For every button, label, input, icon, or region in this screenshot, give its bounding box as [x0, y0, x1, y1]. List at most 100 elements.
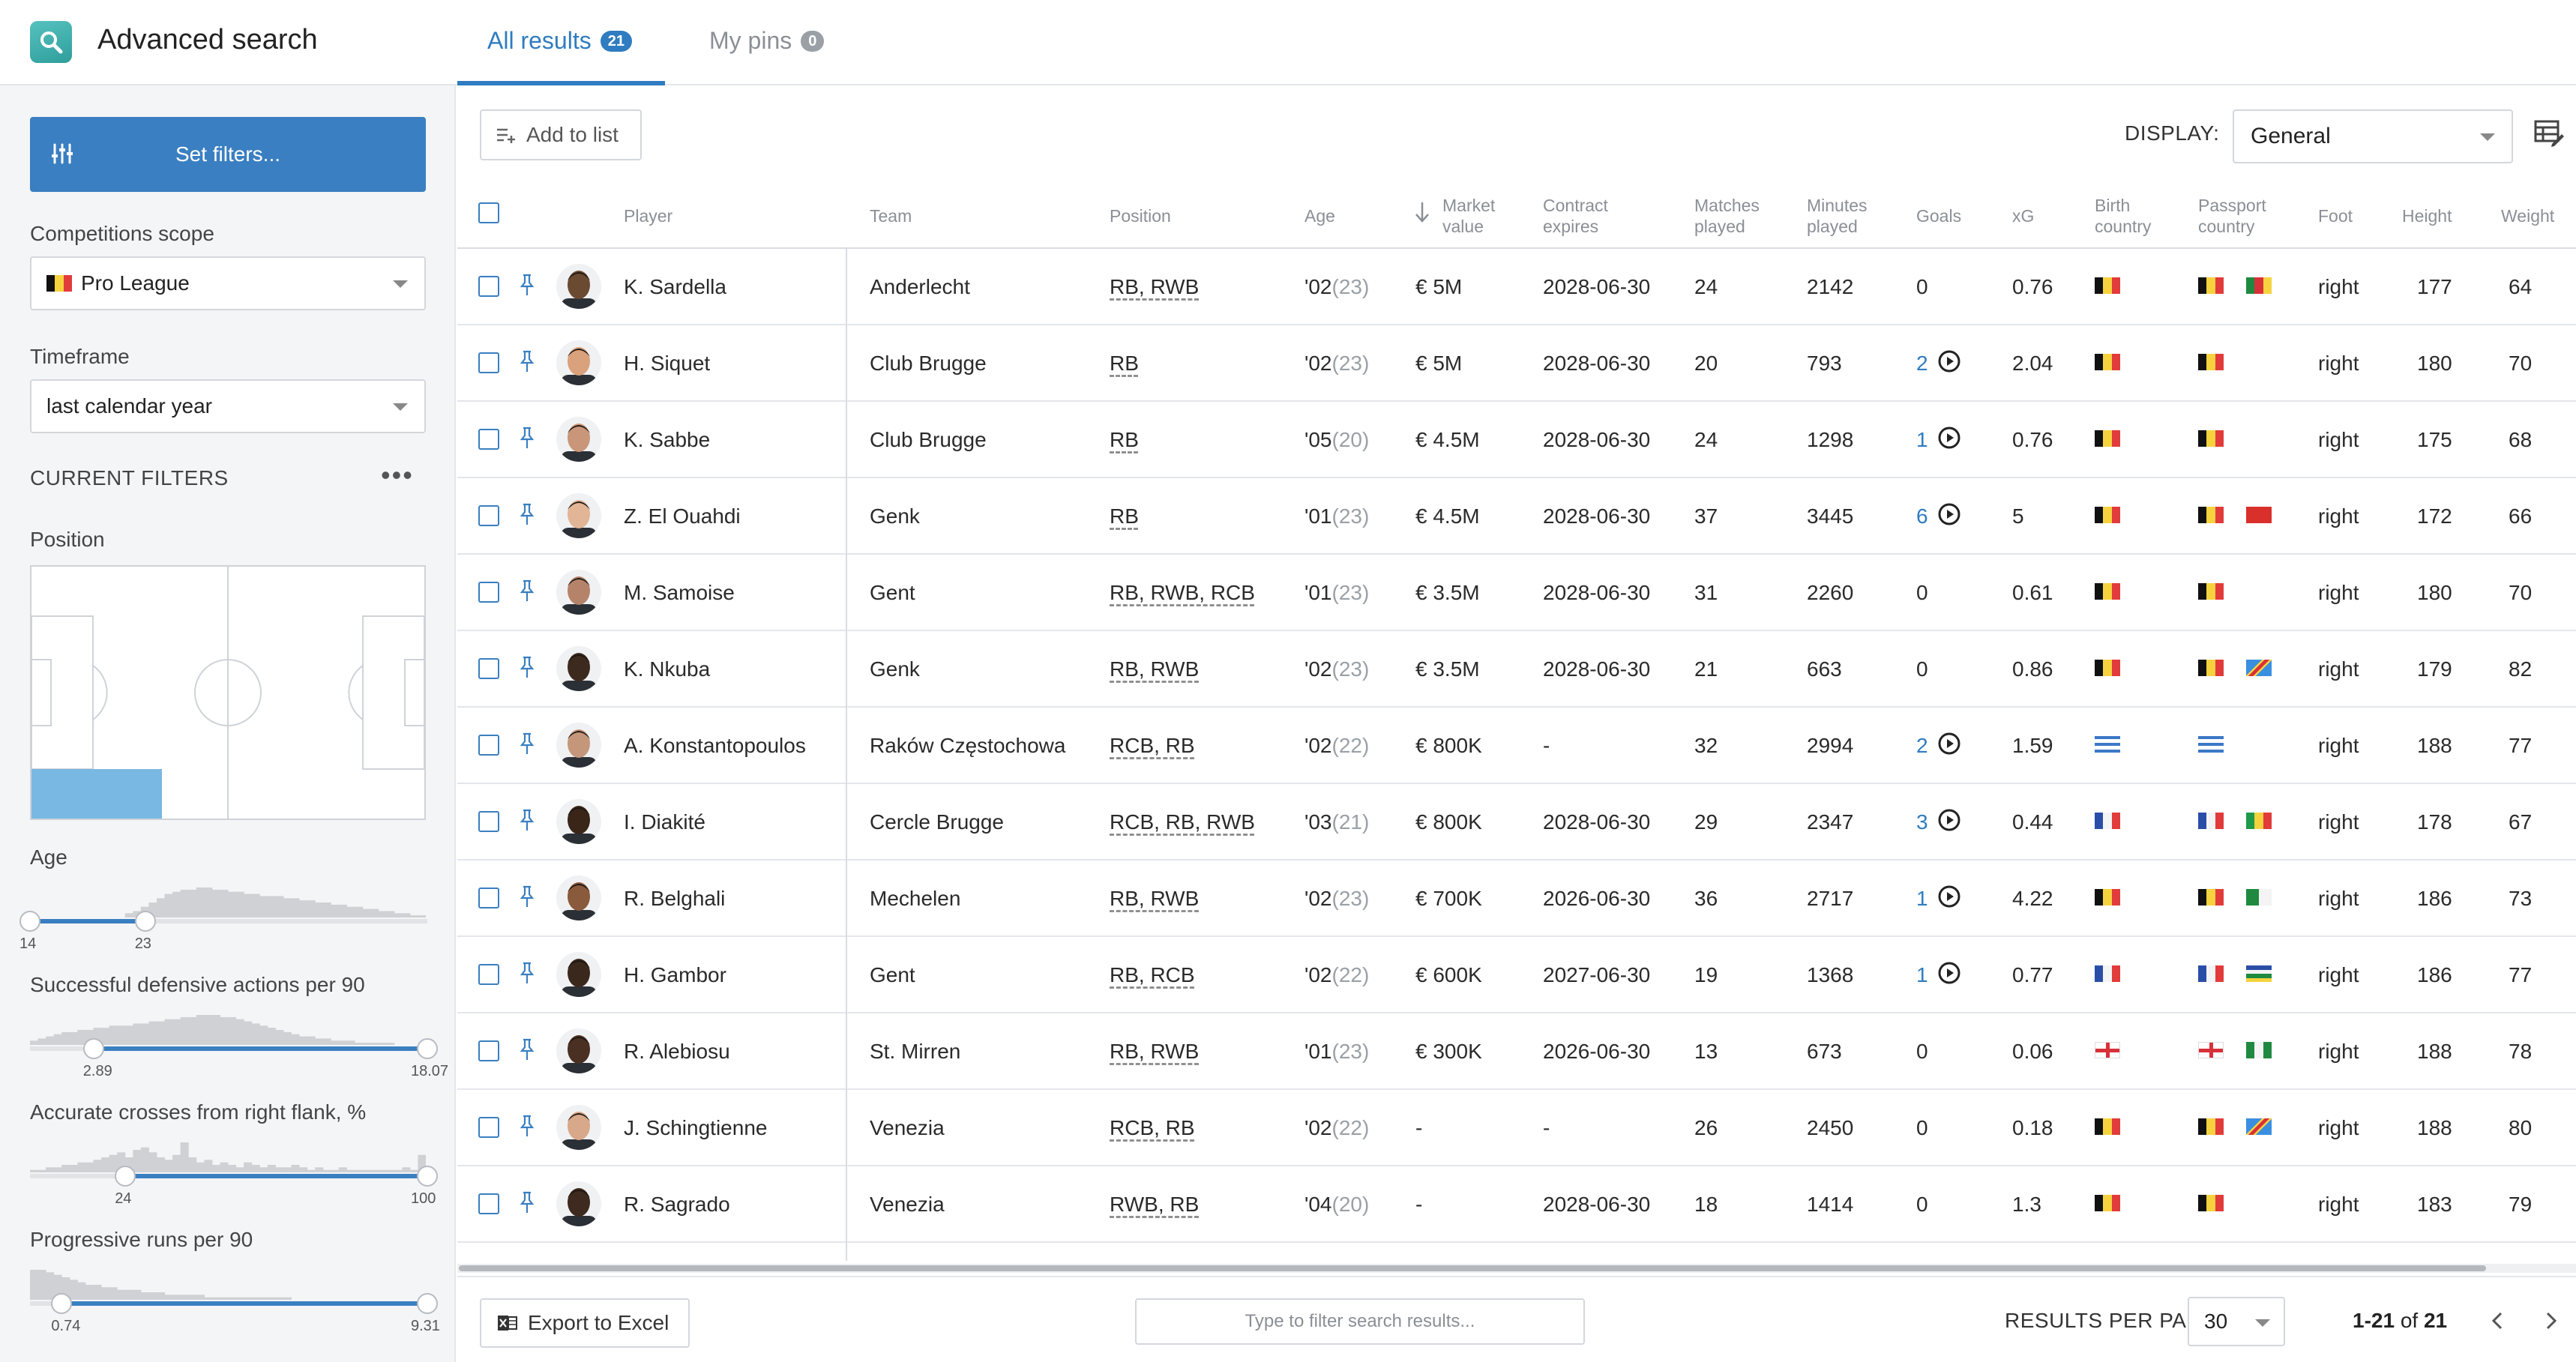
row-select-checkbox[interactable]: [478, 658, 499, 679]
player-name[interactable]: R. Alebiosu: [624, 1040, 730, 1063]
pin-icon[interactable]: [519, 1037, 535, 1065]
row-select-checkbox[interactable]: [478, 429, 499, 450]
display-select[interactable]: General: [2233, 109, 2513, 163]
pin-icon[interactable]: [519, 808, 535, 836]
pin-icon[interactable]: [519, 1190, 535, 1218]
pin-icon[interactable]: [519, 502, 535, 530]
goals-count[interactable]: 3: [1916, 810, 1928, 834]
row-select-checkbox[interactable]: [478, 1117, 499, 1138]
next-page-icon[interactable]: [2537, 1307, 2564, 1334]
player-name[interactable]: K. Sabbe: [624, 428, 711, 451]
col-team[interactable]: Team: [870, 206, 912, 226]
pin-icon[interactable]: [519, 961, 535, 989]
col-weight[interactable]: Weight: [2501, 206, 2555, 226]
range-min-handle[interactable]: [82, 1038, 104, 1059]
range-slider-track[interactable]: [30, 1301, 427, 1306]
export-to-excel-button[interactable]: Export to Excel: [480, 1298, 690, 1348]
table-row[interactable]: J. Schingtienne Venezia RCB, RB '02(22) - - 26…: [457, 1090, 2576, 1166]
play-video-icon[interactable]: [1937, 426, 1961, 450]
competition-select[interactable]: Pro League: [30, 256, 426, 310]
col-contract[interactable]: Contract expires: [1543, 195, 1608, 237]
play-video-icon[interactable]: [1937, 349, 1961, 373]
player-name[interactable]: J. Schingtienne: [624, 1116, 768, 1139]
pin-icon[interactable]: [519, 655, 535, 683]
player-name[interactable]: R. Belghali: [624, 887, 726, 910]
play-video-icon[interactable]: [1937, 732, 1961, 756]
col-height[interactable]: Height: [2402, 206, 2452, 226]
row-select-checkbox[interactable]: [478, 888, 499, 908]
pin-icon[interactable]: [519, 1114, 535, 1142]
goals-count[interactable]: 1: [1916, 887, 1928, 910]
play-video-icon[interactable]: [1937, 961, 1961, 985]
table-row[interactable]: R. Sagrado Venezia RWB, RB '04(20) - 2028-06-…: [457, 1166, 2576, 1243]
sort-descending-icon[interactable]: [1414, 201, 1430, 223]
table-row[interactable]: K. Nkuba Genk RB, RWB '02(23) € 3.5M 2028-06-…: [457, 631, 2576, 708]
pin-icon[interactable]: [519, 885, 535, 912]
range-min-handle[interactable]: [115, 1166, 136, 1187]
player-name[interactable]: Z. El Ouahdi: [624, 504, 741, 528]
player-name[interactable]: I. Diakité: [624, 810, 705, 834]
range-max-handle[interactable]: [417, 1293, 438, 1314]
select-all-checkbox[interactable]: [478, 202, 499, 223]
range-min-handle[interactable]: [19, 911, 40, 932]
col-goals[interactable]: Goals: [1916, 206, 1962, 226]
pin-icon[interactable]: [519, 273, 535, 301]
range-slider-track[interactable]: [30, 1174, 427, 1178]
col-matches[interactable]: Matches played: [1694, 195, 1760, 237]
pin-icon[interactable]: [519, 426, 535, 454]
tab-my-pins[interactable]: My pins 0: [709, 27, 825, 55]
player-name[interactable]: A. Konstantopoulos: [624, 734, 806, 757]
range-max-handle[interactable]: [417, 1038, 438, 1059]
row-select-checkbox[interactable]: [478, 352, 499, 373]
table-row[interactable]: A. Konstantopoulos Raków Częstochowa RCB, …: [457, 708, 2576, 784]
player-name[interactable]: R. Sagrado: [624, 1193, 730, 1216]
timeframe-select[interactable]: last calendar year: [30, 379, 426, 433]
table-row[interactable]: K. Sardella Anderlecht RB, RWB '02(23) € 5M 2…: [457, 249, 2576, 325]
table-row[interactable]: H. Siquet Club Brugge RB '02(23) € 5M 2028-06…: [457, 325, 2576, 402]
col-minutes[interactable]: Minutes played: [1807, 195, 1868, 237]
play-video-icon[interactable]: [1937, 808, 1961, 832]
tab-all-results[interactable]: All results 21: [487, 27, 632, 55]
player-name[interactable]: M. Samoise: [624, 581, 735, 604]
col-player[interactable]: Player: [624, 206, 673, 226]
pin-icon[interactable]: [519, 732, 535, 759]
range-min-handle[interactable]: [51, 1293, 73, 1314]
col-position[interactable]: Position: [1110, 206, 1171, 226]
table-row[interactable]: Z. El Ouahdi Genk RB '01(23) € 4.5M 2028-06-3…: [457, 478, 2576, 555]
results-per-page-select[interactable]: 30: [2188, 1297, 2285, 1346]
more-options-icon[interactable]: •••: [381, 459, 414, 490]
player-name[interactable]: H. Gambor: [624, 963, 726, 986]
row-select-checkbox[interactable]: [478, 1193, 499, 1214]
position-pitch-selector[interactable]: [30, 565, 426, 820]
table-row[interactable]: H. Gambor Gent RB, RCB '02(22) € 600K 2027-06…: [457, 937, 2576, 1013]
row-select-checkbox[interactable]: [478, 964, 499, 985]
row-select-checkbox[interactable]: [478, 735, 499, 756]
player-name[interactable]: K. Sardella: [624, 275, 726, 298]
range-max-handle[interactable]: [417, 1166, 438, 1187]
previous-page-icon[interactable]: [2485, 1307, 2512, 1334]
col-xg[interactable]: xG: [2012, 206, 2035, 226]
range-max-handle[interactable]: [134, 911, 156, 932]
col-passport-country[interactable]: Passport country: [2198, 195, 2266, 237]
add-to-list-button[interactable]: Add to list: [480, 109, 642, 160]
goals-count[interactable]: 2: [1916, 734, 1928, 757]
col-birth-country[interactable]: Birth country: [2095, 195, 2151, 237]
scrollbar-thumb[interactable]: [459, 1265, 2486, 1271]
goals-count[interactable]: 2: [1916, 352, 1928, 375]
row-select-checkbox[interactable]: [478, 505, 499, 526]
range-slider-track[interactable]: [30, 919, 427, 923]
table-row[interactable]: R. Alebiosu St. Mirren RB, RWB '01(23) € 300…: [457, 1013, 2576, 1090]
pin-icon[interactable]: [519, 349, 535, 377]
goals-count[interactable]: 6: [1916, 504, 1928, 528]
col-foot[interactable]: Foot: [2318, 206, 2353, 226]
col-market-value[interactable]: Market value: [1442, 195, 1495, 237]
table-row[interactable]: M. Samoise Gent RB, RWB, RCB '01(23) € 3.5M 2…: [457, 555, 2576, 631]
horizontal-scrollbar[interactable]: [457, 1264, 2576, 1273]
table-row[interactable]: K. Sabbe Club Brugge RB '05(20) € 4.5M 2028-0…: [457, 402, 2576, 478]
row-select-checkbox[interactable]: [478, 811, 499, 832]
range-slider-track[interactable]: [30, 1046, 427, 1051]
play-video-icon[interactable]: [1937, 502, 1961, 526]
row-select-checkbox[interactable]: [478, 276, 499, 297]
row-select-checkbox[interactable]: [478, 1040, 499, 1061]
player-name[interactable]: H. Siquet: [624, 352, 711, 375]
